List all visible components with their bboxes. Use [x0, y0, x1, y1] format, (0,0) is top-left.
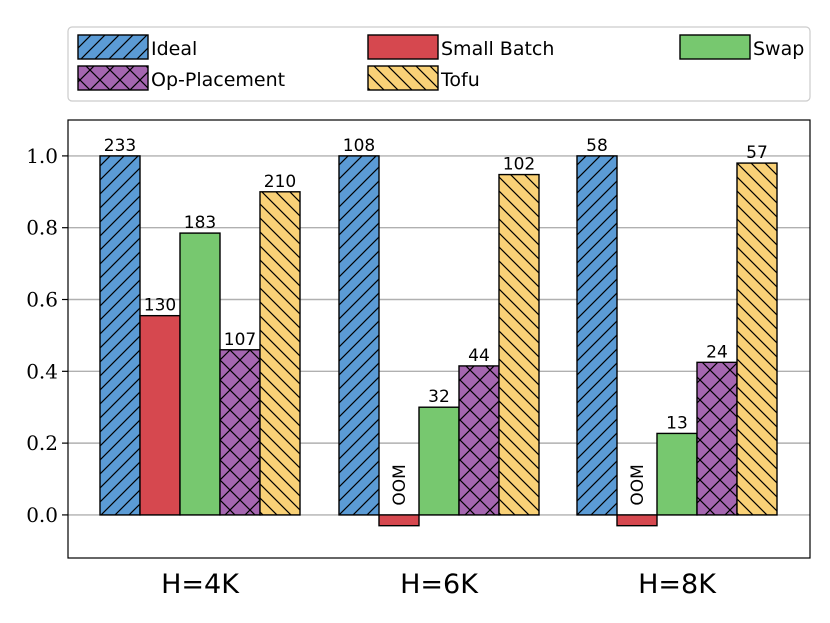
bar-outline: [576, 155, 618, 516]
bar-value-label: 108: [343, 136, 375, 156]
bar-small-batch: [617, 514, 657, 526]
bar-value-label: OOM: [628, 464, 648, 505]
bar-value-label: 44: [468, 346, 490, 366]
legend: Ideal Small Batch Swap Op-Placement Tofu: [67, 26, 811, 102]
legend-label: Ideal: [151, 38, 197, 60]
x-tick-label: H=6K: [400, 569, 479, 600]
bar-labels: 233 130 183 107 210 108 OOM 32 44 102 58 OOM 13 24 57: [104, 136, 768, 506]
bar-outline: [498, 173, 540, 516]
legend-label: Swap: [753, 38, 804, 60]
bar-hatch: [100, 155, 140, 515]
bar-hatch: [459, 365, 499, 515]
bar-hatch: [339, 155, 379, 515]
bar-outline: [378, 514, 420, 527]
x-tick-label: H=8K: [638, 569, 717, 600]
bar-swap: [419, 407, 459, 515]
plot-frame: [67, 119, 811, 559]
y-tick-label: 0.4: [26, 359, 58, 383]
bar-outline: [338, 155, 380, 516]
bar-hatch: [220, 349, 260, 515]
bar-outline: [259, 191, 301, 516]
legend-swatch: [680, 35, 750, 59]
bar-value-label: 130: [144, 296, 176, 316]
bar-hatch: [260, 191, 300, 515]
bars: [99, 155, 778, 527]
legend-swatch-outline: [77, 65, 149, 91]
legend-swatch-outline: [367, 65, 439, 91]
bar-hatch: [697, 362, 737, 515]
legend-label: Small Batch: [441, 38, 554, 60]
bar-value-label: 210: [264, 172, 296, 192]
legend-swatch-hatch: [78, 66, 148, 90]
legend-swatch-hatch: [78, 35, 148, 59]
legend-swatch-hatch: [368, 66, 438, 90]
bar-value-label: 107: [224, 330, 256, 350]
y-tick-label: 1.0: [26, 144, 58, 168]
y-axis: 0.0 0.2 0.4 0.6 0.8 1.0: [26, 144, 68, 527]
bar-value-label: 102: [503, 155, 535, 175]
legend-label: Tofu: [440, 69, 480, 91]
bar-hatch: [499, 174, 539, 515]
bar-swap: [657, 433, 697, 515]
legend-swatch: [368, 35, 438, 59]
y-tick-label: 0.2: [26, 431, 58, 455]
x-axis: H=4K H=6K H=8K: [161, 569, 717, 600]
legend-label: Op-Placement: [151, 69, 285, 91]
bar-swap: [180, 233, 220, 515]
bar-value-label: 24: [706, 342, 728, 362]
bar-value-label: 183: [184, 213, 216, 233]
bar-value-label: 233: [104, 136, 136, 156]
bar-outline: [736, 162, 778, 516]
bar-value-label: 13: [666, 413, 688, 433]
bar-hatch: [737, 163, 777, 515]
bar-value-label: 57: [746, 143, 768, 163]
legend-swatch-outline: [77, 34, 149, 60]
bar-value-label: 58: [586, 136, 608, 156]
bar-hatch: [577, 155, 617, 515]
bar-outline: [616, 514, 658, 527]
bar-small-batch: [140, 315, 180, 515]
legend-swatch-outline: [679, 34, 751, 60]
x-tick-label: H=4K: [161, 569, 240, 600]
legend-box: [67, 26, 811, 102]
y-tick-label: 0.0: [26, 503, 58, 527]
bar-small-batch: [379, 514, 419, 526]
legend-swatch-outline: [367, 34, 439, 60]
bar-value-label: OOM: [390, 464, 410, 505]
y-tick-label: 0.8: [26, 216, 58, 240]
y-tick-label: 0.6: [26, 288, 58, 312]
bar-value-label: 32: [428, 387, 450, 407]
